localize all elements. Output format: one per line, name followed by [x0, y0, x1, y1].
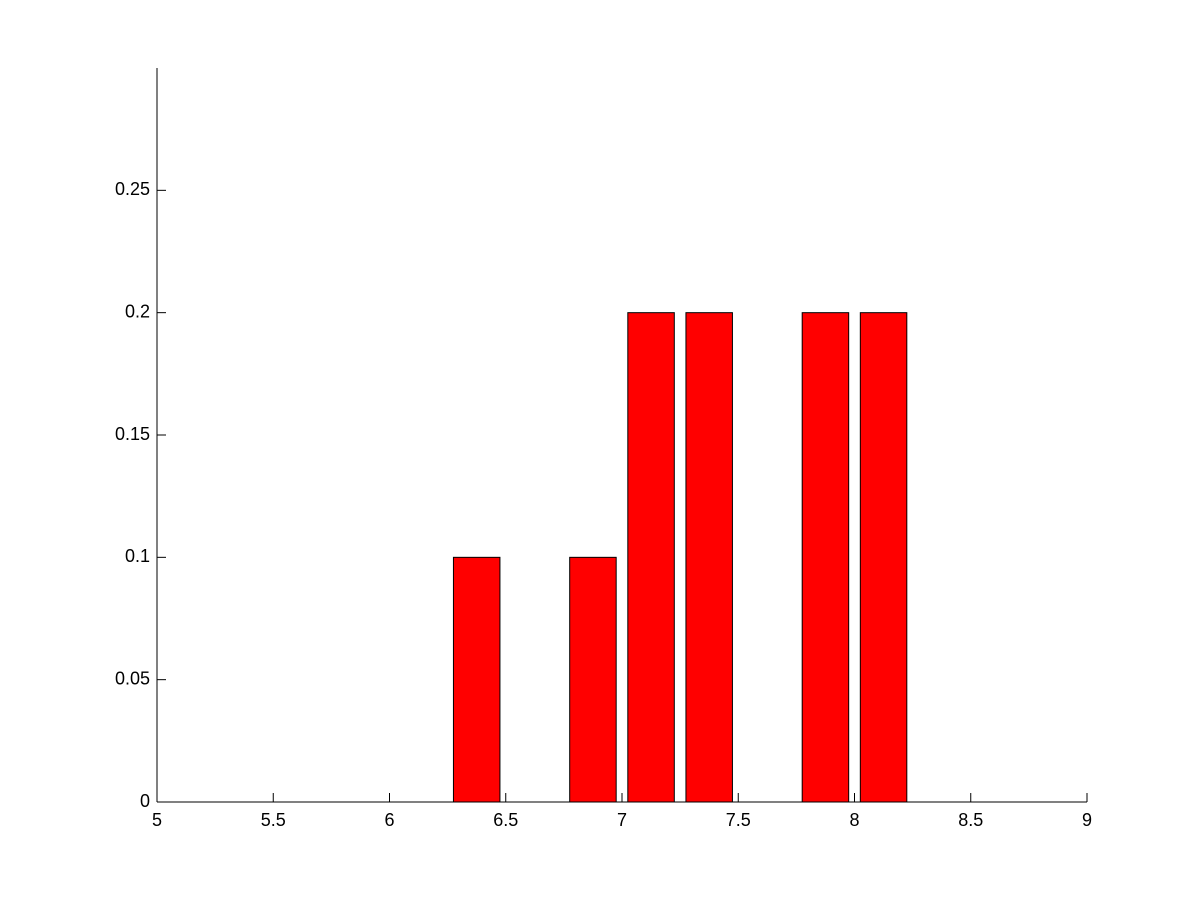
- bar: [859, 312, 908, 803]
- bar: [627, 312, 675, 803]
- x-tick-label: 7: [617, 810, 627, 830]
- x-tick-label: 8.5: [958, 810, 983, 830]
- y-tick-label: 0.2: [125, 301, 150, 321]
- bar: [801, 312, 850, 803]
- x-tick-label: 7.5: [726, 810, 751, 830]
- x-tick-label: 6.5: [493, 810, 518, 830]
- y-tick-label: 0.25: [115, 179, 150, 199]
- bar: [685, 312, 733, 803]
- y-tick-label: 0.05: [115, 668, 150, 688]
- y-tick-label: 0: [140, 791, 150, 811]
- bar: [569, 556, 617, 803]
- y-tick-label: 0.1: [125, 546, 150, 566]
- x-tick-label: 8: [849, 810, 859, 830]
- x-tick-label: 6: [384, 810, 394, 830]
- x-tick-label: 5.5: [261, 810, 286, 830]
- y-tick-label: 0.15: [115, 424, 150, 444]
- x-tick-label: 9: [1082, 810, 1092, 830]
- bar: [452, 556, 501, 803]
- x-tick-label: 5: [152, 810, 162, 830]
